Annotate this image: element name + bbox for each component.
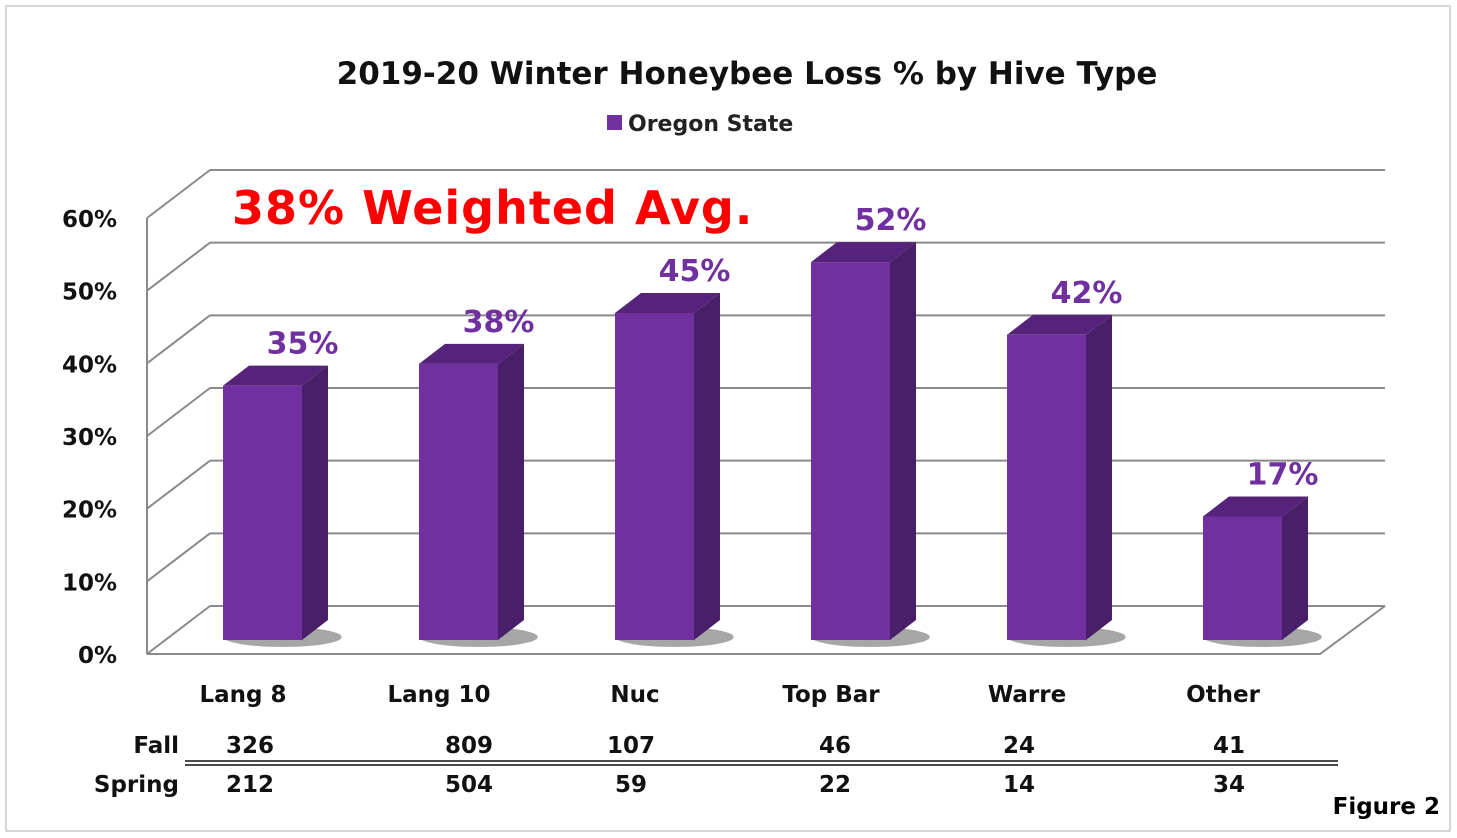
side-gridline <box>146 169 211 219</box>
weighted-avg-annotation: 38% Weighted Avg. <box>232 181 753 235</box>
legend-entry: Oregon State <box>628 112 793 137</box>
bar-top <box>811 242 916 263</box>
bar <box>1007 334 1086 640</box>
y-tick-label: 40% <box>62 352 117 378</box>
y-tick-label: 50% <box>62 280 117 306</box>
table-cell: 14 <box>1003 772 1035 798</box>
bar-side <box>890 242 916 640</box>
data-label: 38% <box>463 305 535 340</box>
table-cell: 22 <box>819 772 851 798</box>
side-gridline <box>146 314 211 365</box>
table-cell: 41 <box>1213 733 1245 759</box>
data-label: 45% <box>659 254 731 289</box>
bar-top <box>223 365 328 386</box>
table-cell: 46 <box>819 733 851 759</box>
chart-title: 2019-20 Winter Honeybee Loss % by Hive T… <box>337 56 1158 92</box>
x-tick-label: Top Bar <box>782 682 880 708</box>
side-gridline <box>146 387 211 437</box>
bar-side <box>498 343 524 640</box>
y-tick-label: 30% <box>62 425 117 451</box>
data-label: 17% <box>1247 457 1319 492</box>
bar-top <box>1007 314 1112 335</box>
floor-edge <box>147 605 1386 655</box>
legend-swatch <box>607 115 622 130</box>
y-tick-label: 0% <box>78 643 117 669</box>
gridlines <box>146 169 1386 655</box>
y-tick-label: 60% <box>62 207 117 233</box>
bar <box>615 313 694 640</box>
x-tick-label: Other <box>1186 682 1261 708</box>
table-cell: 809 <box>445 733 493 759</box>
table-cell: 59 <box>615 772 647 798</box>
table-cell: 24 <box>1003 733 1035 759</box>
bar-side <box>1282 496 1308 640</box>
bar <box>811 262 890 640</box>
bar-side <box>302 365 328 640</box>
bar-side <box>694 293 720 640</box>
x-tick-label: Lang 8 <box>199 682 286 708</box>
data-label: 52% <box>855 203 927 238</box>
side-gridline <box>146 605 211 655</box>
data-label: 35% <box>267 327 339 362</box>
bar-side <box>1086 314 1112 640</box>
x-tick-label: Warre <box>988 682 1066 708</box>
y-tick-label: 10% <box>62 570 117 596</box>
table-cell: 107 <box>607 733 655 759</box>
table-row-label: Fall <box>133 733 179 759</box>
x-tick-label: Nuc <box>610 682 659 708</box>
bar <box>1203 516 1282 640</box>
table-cell: 504 <box>445 772 493 798</box>
bar <box>419 363 498 640</box>
table-cell: 34 <box>1213 772 1245 798</box>
x-tick-label: Lang 10 <box>387 682 490 708</box>
bar <box>223 385 302 640</box>
bar-top <box>615 293 720 313</box>
bar-top <box>419 343 524 364</box>
y-tick-label: 20% <box>62 498 117 524</box>
bars <box>223 242 1322 647</box>
side-gridline <box>146 532 211 583</box>
table-cell: 212 <box>226 772 274 798</box>
figure-label: Figure 2 <box>1333 794 1440 820</box>
side-gridline <box>146 459 211 510</box>
data-label: 42% <box>1051 276 1123 311</box>
table-cell: 326 <box>226 733 274 759</box>
table-row-label: Spring <box>94 772 179 798</box>
bar-top <box>1203 496 1308 517</box>
side-gridline <box>146 241 211 292</box>
